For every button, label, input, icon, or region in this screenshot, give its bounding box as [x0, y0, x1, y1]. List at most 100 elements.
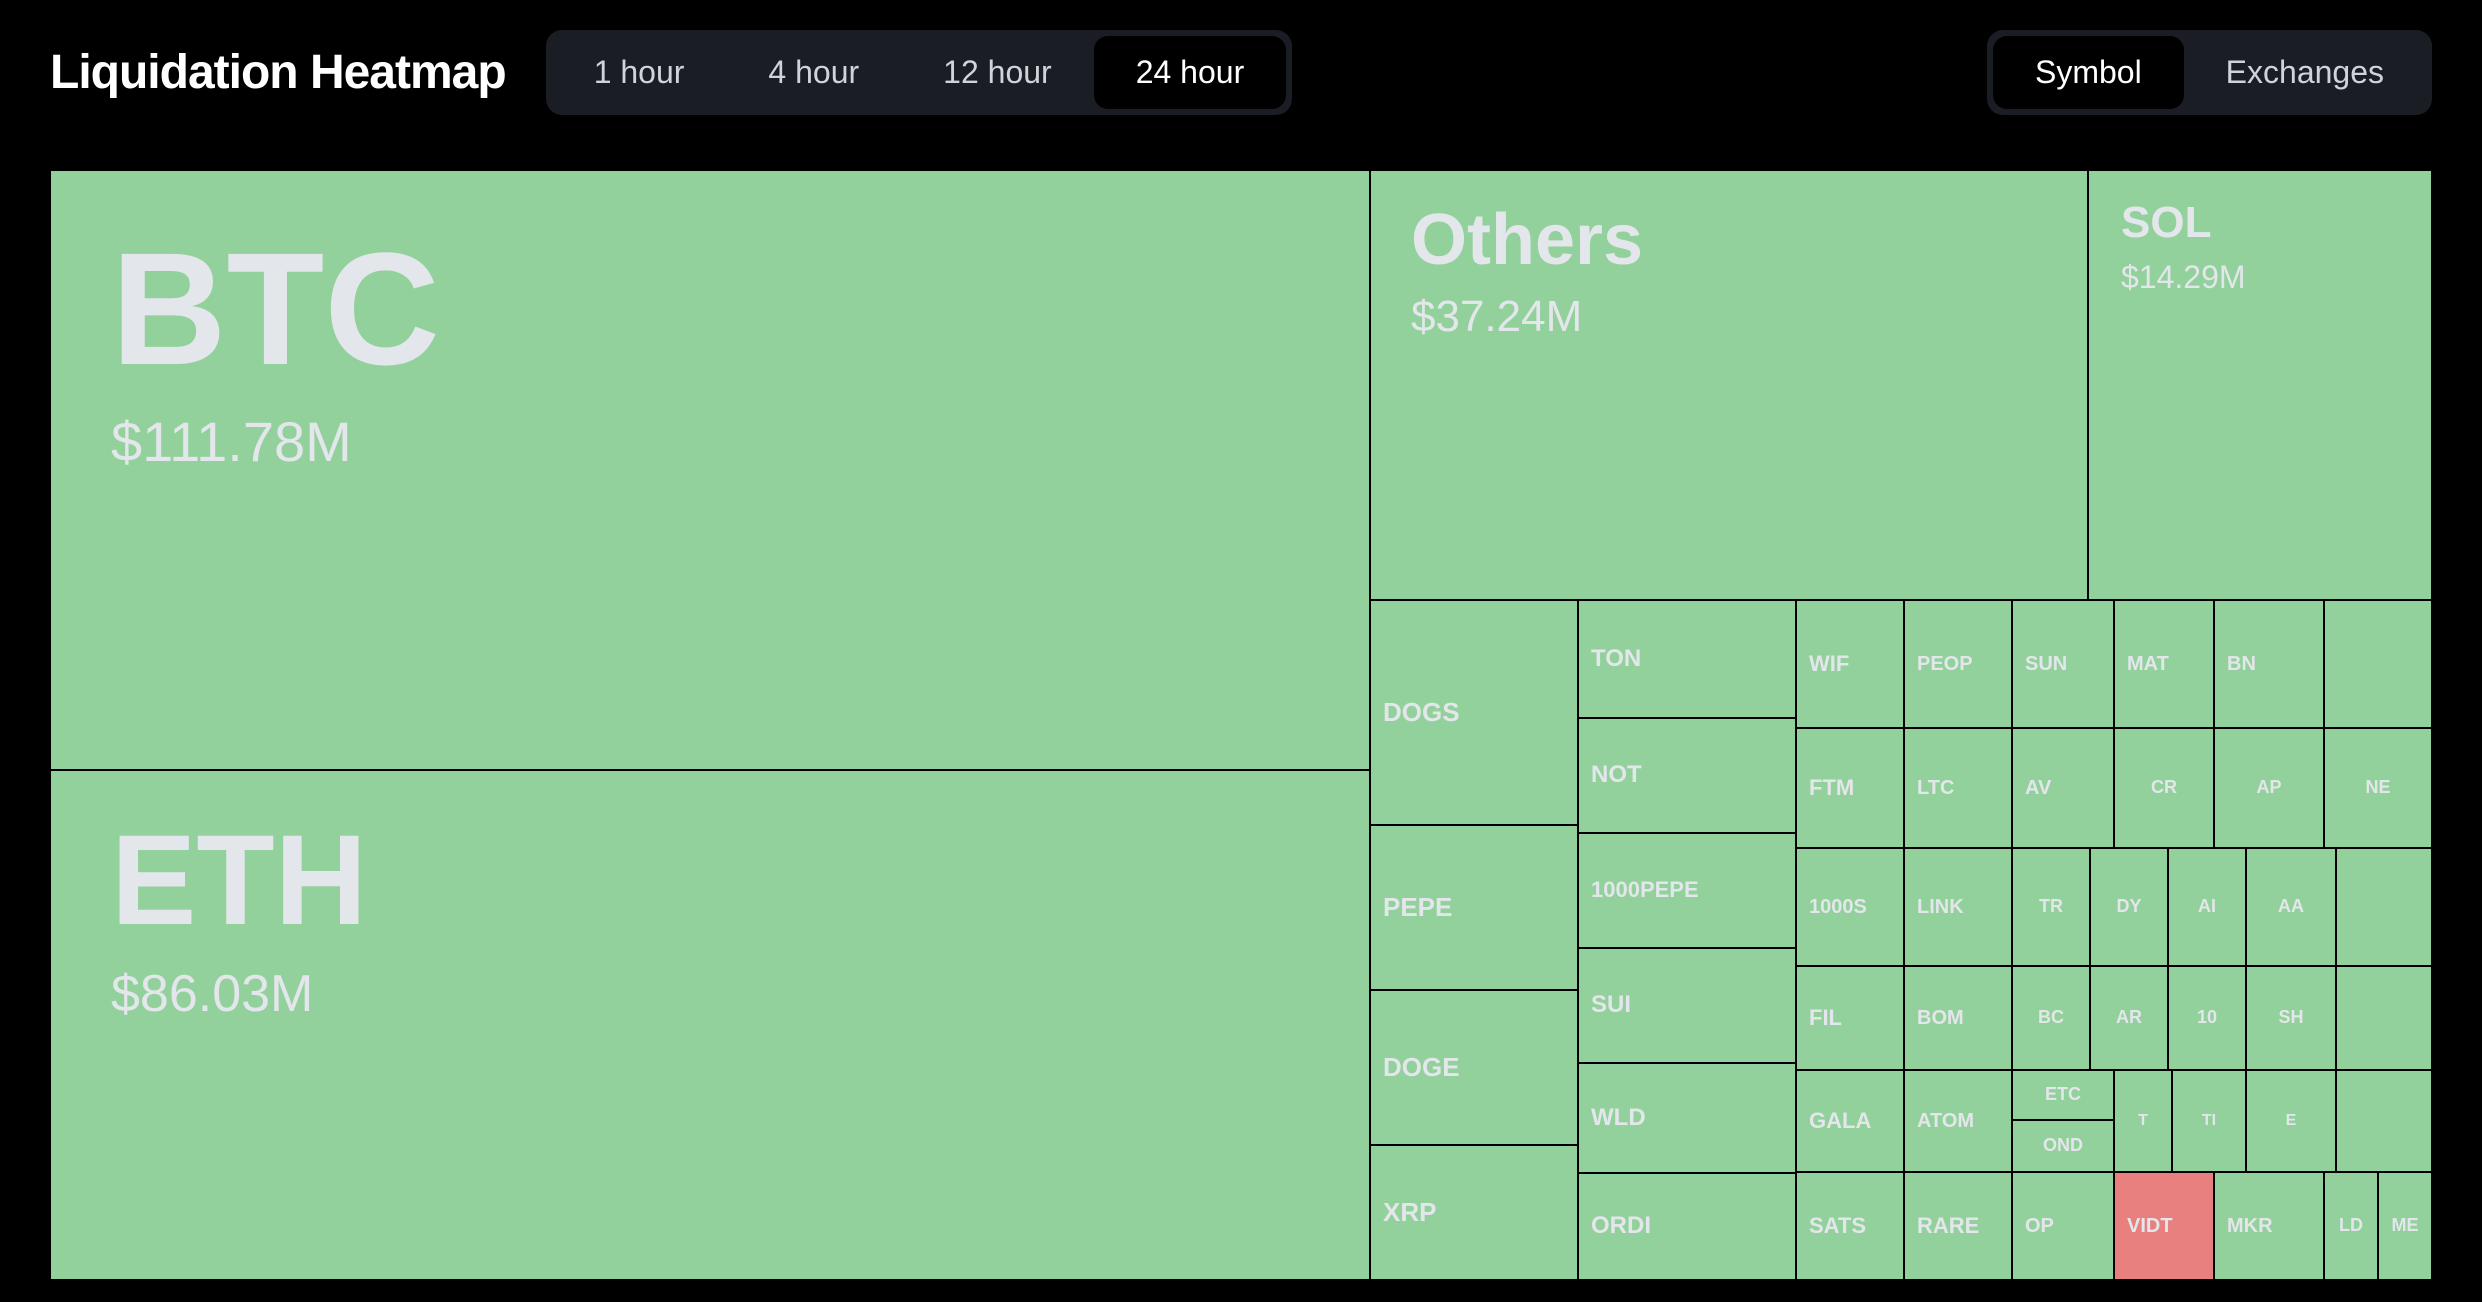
- cell-label: ATOM: [1917, 1110, 1974, 1132]
- cell-label: AI: [2198, 897, 2216, 917]
- cell-label: PEOP: [1917, 653, 1973, 675]
- treemap-cell-ld[interactable]: LD: [2324, 1172, 2378, 1280]
- treemap-cell-ltc[interactable]: LTC: [1904, 728, 2012, 848]
- cell-label: GALA: [1809, 1109, 1871, 1133]
- treemap-cell-dy[interactable]: DY: [2090, 848, 2168, 966]
- cell-label: BC: [2038, 1008, 2064, 1028]
- treemap-cell-fil[interactable]: FIL: [1796, 966, 1904, 1070]
- cell-label: OND: [2043, 1136, 2083, 1156]
- cell-value: $111.78M: [111, 409, 352, 474]
- treemap-cell-mat[interactable]: MAT: [2114, 600, 2214, 728]
- cell-label: AV: [2025, 777, 2051, 799]
- treemap-cell-ap[interactable]: AP: [2214, 728, 2324, 848]
- treemap-cell-sol[interactable]: SOL$14.29M: [2088, 170, 2432, 600]
- treemap-cell-not[interactable]: NOT: [1578, 718, 1796, 833]
- time-tab-12-hour[interactable]: 12 hour: [901, 36, 1094, 109]
- cell-label: LINK: [1917, 896, 1964, 918]
- treemap-cell-atom[interactable]: ATOM: [1904, 1070, 2012, 1172]
- time-tab-24-hour[interactable]: 24 hour: [1094, 36, 1287, 109]
- treemap-cell-ti[interactable]: TI: [2172, 1070, 2246, 1172]
- cell-label: DOGS: [1383, 698, 1460, 727]
- treemap-cell-ond[interactable]: OND: [2012, 1120, 2114, 1172]
- view-tab-symbol[interactable]: Symbol: [1993, 36, 2184, 109]
- cell-value: $86.03M: [111, 964, 313, 1024]
- time-tab-1-hour[interactable]: 1 hour: [552, 36, 727, 109]
- treemap-cell-rare[interactable]: RARE: [1904, 1172, 2012, 1280]
- treemap-cell-mkr[interactable]: MKR: [2214, 1172, 2324, 1280]
- treemap-cell-ai[interactable]: AI: [2168, 848, 2246, 966]
- treemap-cell-peop[interactable]: PEOP: [1904, 600, 2012, 728]
- treemap-cell-sun[interactable]: SUN: [2012, 600, 2114, 728]
- time-tab-4-hour[interactable]: 4 hour: [726, 36, 901, 109]
- treemap-cell-pepe[interactable]: PEPE: [1370, 825, 1578, 990]
- treemap-cell-idx52[interactable]: [2336, 1070, 2432, 1172]
- time-range-tabs: 1 hour4 hour12 hour24 hour: [546, 30, 1293, 115]
- treemap-cell-sats[interactable]: SATS: [1796, 1172, 1904, 1280]
- cell-label: SOL: [2121, 199, 2211, 247]
- treemap-cell-aa[interactable]: AA: [2246, 848, 2336, 966]
- cell-label: XRP: [1383, 1198, 1436, 1227]
- cell-label: PEPE: [1383, 893, 1452, 922]
- cell-value: $37.24M: [1411, 292, 1582, 342]
- treemap-cell-others[interactable]: Others$37.24M: [1370, 170, 2088, 600]
- treemap-cell-ordi[interactable]: ORDI: [1578, 1173, 1796, 1280]
- treemap-cell-cr[interactable]: CR: [2114, 728, 2214, 848]
- cell-label: BOM: [1917, 1007, 1964, 1029]
- treemap-cell-tr[interactable]: TR: [2012, 848, 2090, 966]
- treemap-cell-10[interactable]: 10: [2168, 966, 2246, 1070]
- treemap-cell-sh[interactable]: SH: [2246, 966, 2336, 1070]
- cell-label: SUN: [2025, 653, 2067, 675]
- treemap-cell-wif[interactable]: WIF: [1796, 600, 1904, 728]
- treemap-cell-ne[interactable]: NE: [2324, 728, 2432, 848]
- cell-label: WIF: [1809, 652, 1849, 676]
- cell-label: T: [2138, 1112, 2148, 1130]
- cell-label: WLD: [1591, 1105, 1646, 1131]
- treemap-cell-sui[interactable]: SUI: [1578, 948, 1796, 1063]
- cell-label: SUI: [1591, 992, 1631, 1018]
- cell-label: SH: [2278, 1008, 2303, 1028]
- cell-label: AA: [2278, 897, 2304, 917]
- treemap-cell-idx50[interactable]: [2336, 966, 2432, 1070]
- cell-label: 1000S: [1809, 896, 1867, 918]
- cell-label: SATS: [1809, 1214, 1866, 1238]
- treemap-cell-me[interactable]: ME: [2378, 1172, 2432, 1280]
- treemap-cell-wld[interactable]: WLD: [1578, 1063, 1796, 1173]
- treemap-cell-eth[interactable]: ETH$86.03M: [50, 770, 1370, 1280]
- treemap-cell-etc[interactable]: ETC: [2012, 1070, 2114, 1120]
- treemap-cell-ftm[interactable]: FTM: [1796, 728, 1904, 848]
- cell-label: ME: [2392, 1216, 2419, 1236]
- treemap-cell-ton[interactable]: TON: [1578, 600, 1796, 718]
- treemap-cell-idx49[interactable]: [2336, 848, 2432, 966]
- treemap-cell-e[interactable]: E: [2246, 1070, 2336, 1172]
- treemap-cell-bom[interactable]: BOM: [1904, 966, 2012, 1070]
- cell-label: OP: [2025, 1215, 2054, 1237]
- cell-label: 10: [2197, 1008, 2217, 1028]
- treemap-cell-1000s[interactable]: 1000S: [1796, 848, 1904, 966]
- cell-label: LD: [2339, 1216, 2363, 1236]
- view-mode-tabs: SymbolExchanges: [1987, 30, 2432, 115]
- treemap-cell-vidt[interactable]: VIDT: [2114, 1172, 2214, 1280]
- treemap-cell-xrp[interactable]: XRP: [1370, 1145, 1578, 1280]
- view-tab-exchanges[interactable]: Exchanges: [2184, 36, 2426, 109]
- cell-label: DOGE: [1383, 1053, 1460, 1082]
- cell-label: BTC: [111, 221, 440, 397]
- treemap-cell-op[interactable]: OP: [2012, 1172, 2114, 1280]
- treemap-cell-link[interactable]: LINK: [1904, 848, 2012, 966]
- treemap-cell-bn[interactable]: BN: [2214, 600, 2324, 728]
- treemap-cell-btc[interactable]: BTC $111.78M: [50, 170, 1370, 770]
- treemap-cell-dogs[interactable]: DOGS: [1370, 600, 1578, 825]
- treemap-cell-1000pepe[interactable]: 1000PEPE: [1578, 833, 1796, 948]
- header: Liquidation Heatmap 1 hour4 hour12 hour2…: [0, 0, 2482, 135]
- treemap-cell-doge[interactable]: DOGE: [1370, 990, 1578, 1145]
- cell-label: E: [2286, 1112, 2297, 1130]
- treemap-cell-ar[interactable]: AR: [2090, 966, 2168, 1070]
- cell-label: TR: [2039, 897, 2063, 917]
- cell-label: AP: [2256, 778, 2281, 798]
- treemap-cell-gala[interactable]: GALA: [1796, 1070, 1904, 1172]
- treemap-cell-t[interactable]: T: [2114, 1070, 2172, 1172]
- cell-label: NOT: [1591, 762, 1642, 788]
- treemap-cell-idx46[interactable]: [2324, 600, 2432, 728]
- treemap-cell-bc[interactable]: BC: [2012, 966, 2090, 1070]
- treemap-cell-av[interactable]: AV: [2012, 728, 2114, 848]
- cell-label: MKR: [2227, 1215, 2273, 1237]
